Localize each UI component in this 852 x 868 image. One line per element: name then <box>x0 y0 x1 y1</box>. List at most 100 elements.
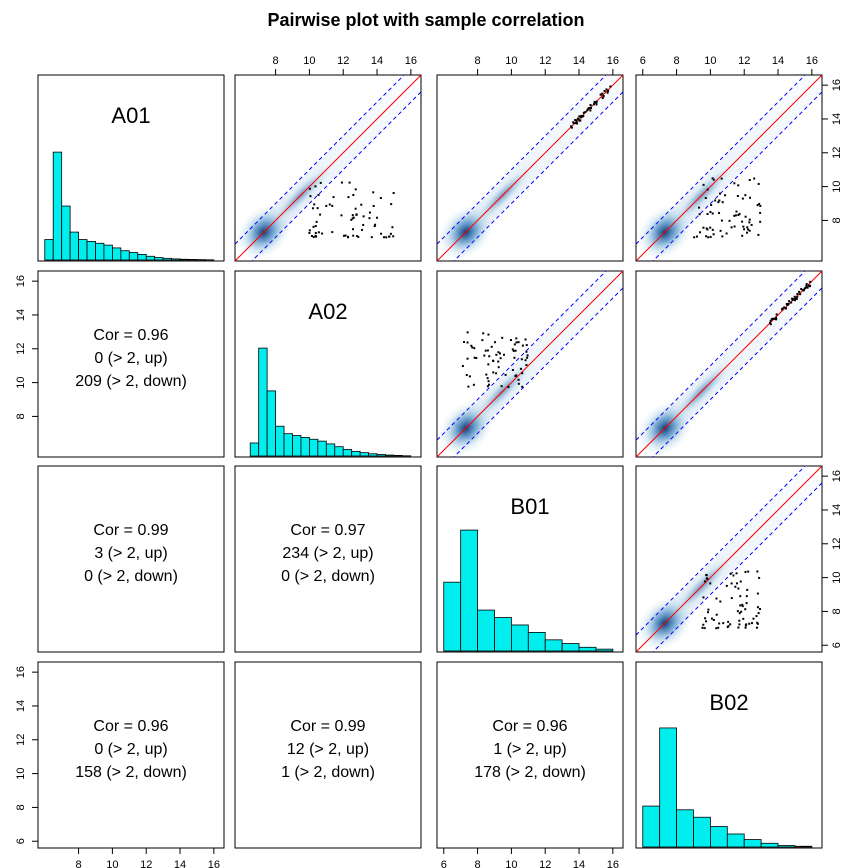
data-point <box>710 203 713 206</box>
data-point <box>475 357 478 360</box>
data-point <box>746 231 749 234</box>
histogram-bar <box>393 455 403 457</box>
data-point <box>595 103 598 106</box>
data-point <box>328 203 331 206</box>
data-point <box>710 617 713 620</box>
data-point <box>756 606 759 609</box>
data-point <box>769 323 772 326</box>
data-point <box>725 584 728 587</box>
data-point <box>702 623 705 626</box>
data-point <box>465 373 468 376</box>
y-tick-label: 12 <box>15 734 27 746</box>
data-point <box>741 603 744 606</box>
x-tick-label: 16 <box>806 55 818 67</box>
data-point <box>525 344 528 347</box>
data-point <box>589 109 592 112</box>
data-point <box>749 196 752 199</box>
data-point <box>490 345 493 348</box>
identity-line <box>235 75 421 261</box>
x-tick-label: 10 <box>505 859 517 868</box>
data-point <box>347 196 350 199</box>
data-point <box>711 177 714 180</box>
sample-name: B01 <box>510 494 549 519</box>
histogram-bar <box>249 442 260 457</box>
x-tick-label: 16 <box>607 859 619 868</box>
fold-line-lower <box>251 91 421 261</box>
histogram-bar <box>145 255 156 261</box>
data-point <box>729 572 732 575</box>
data-point <box>759 220 762 223</box>
data-point <box>497 360 500 363</box>
data-point <box>344 234 347 237</box>
data-point <box>759 211 762 214</box>
data-point <box>575 122 578 125</box>
data-point <box>775 318 778 321</box>
data-point <box>340 214 343 217</box>
data-point <box>735 210 738 213</box>
x-tick-label: 6 <box>441 859 447 868</box>
data-point <box>379 196 382 199</box>
data-point <box>730 597 733 600</box>
identity-line <box>437 271 623 457</box>
data-point <box>711 212 714 215</box>
data-point <box>734 214 737 217</box>
data-point <box>572 121 575 124</box>
data-point <box>712 618 715 621</box>
data-point <box>609 85 612 88</box>
data-point <box>502 353 505 356</box>
data-point <box>487 363 490 366</box>
data-point <box>525 350 528 353</box>
histogram-bar <box>162 257 172 261</box>
data-point <box>348 181 351 184</box>
data-point <box>514 375 517 378</box>
data-point <box>730 226 733 229</box>
data-point <box>705 573 708 576</box>
data-point <box>758 576 761 579</box>
histogram-bar <box>510 624 529 652</box>
correlation-text: 0 (> 2, up) <box>94 741 167 758</box>
data-point <box>492 371 495 374</box>
data-point <box>808 285 811 288</box>
y-tick-label: 12 <box>15 343 27 355</box>
data-point <box>313 203 316 206</box>
data-point <box>709 211 712 214</box>
data-point <box>758 202 761 205</box>
scatter-panel <box>636 271 822 457</box>
histogram-bar <box>44 239 54 261</box>
data-point <box>737 587 740 590</box>
data-point <box>757 182 760 185</box>
histogram-bar <box>325 443 336 457</box>
data-point <box>350 218 353 221</box>
histogram-bar <box>275 425 285 457</box>
density-layer <box>636 466 822 652</box>
data-point <box>315 220 318 223</box>
histogram-bar <box>342 449 353 457</box>
data-point <box>717 201 720 204</box>
panel-frame <box>635 661 823 849</box>
histogram-bar <box>385 454 395 457</box>
data-point <box>718 192 721 195</box>
data-point <box>756 570 759 573</box>
x-tick-label: 8 <box>76 859 82 868</box>
x-tick-label: 10 <box>505 55 517 67</box>
y-tick-label: 8 <box>831 217 843 223</box>
density-layer <box>636 75 822 261</box>
data-point <box>589 106 592 109</box>
data-point <box>706 213 709 216</box>
data-point <box>570 126 573 129</box>
data-point <box>750 622 753 625</box>
data-point <box>756 622 759 625</box>
data-point <box>463 341 466 344</box>
panel-frame <box>234 74 422 262</box>
histogram-bar <box>154 257 164 261</box>
data-point <box>467 385 470 388</box>
data-point <box>709 226 712 229</box>
data-point <box>356 235 359 238</box>
correlation-text: 209 (> 2, down) <box>75 373 187 390</box>
data-point <box>784 307 787 310</box>
x-tick-label: 6 <box>640 55 646 67</box>
data-point <box>738 623 741 626</box>
data-point <box>321 232 324 235</box>
data-point <box>772 317 775 320</box>
data-point <box>595 101 598 104</box>
